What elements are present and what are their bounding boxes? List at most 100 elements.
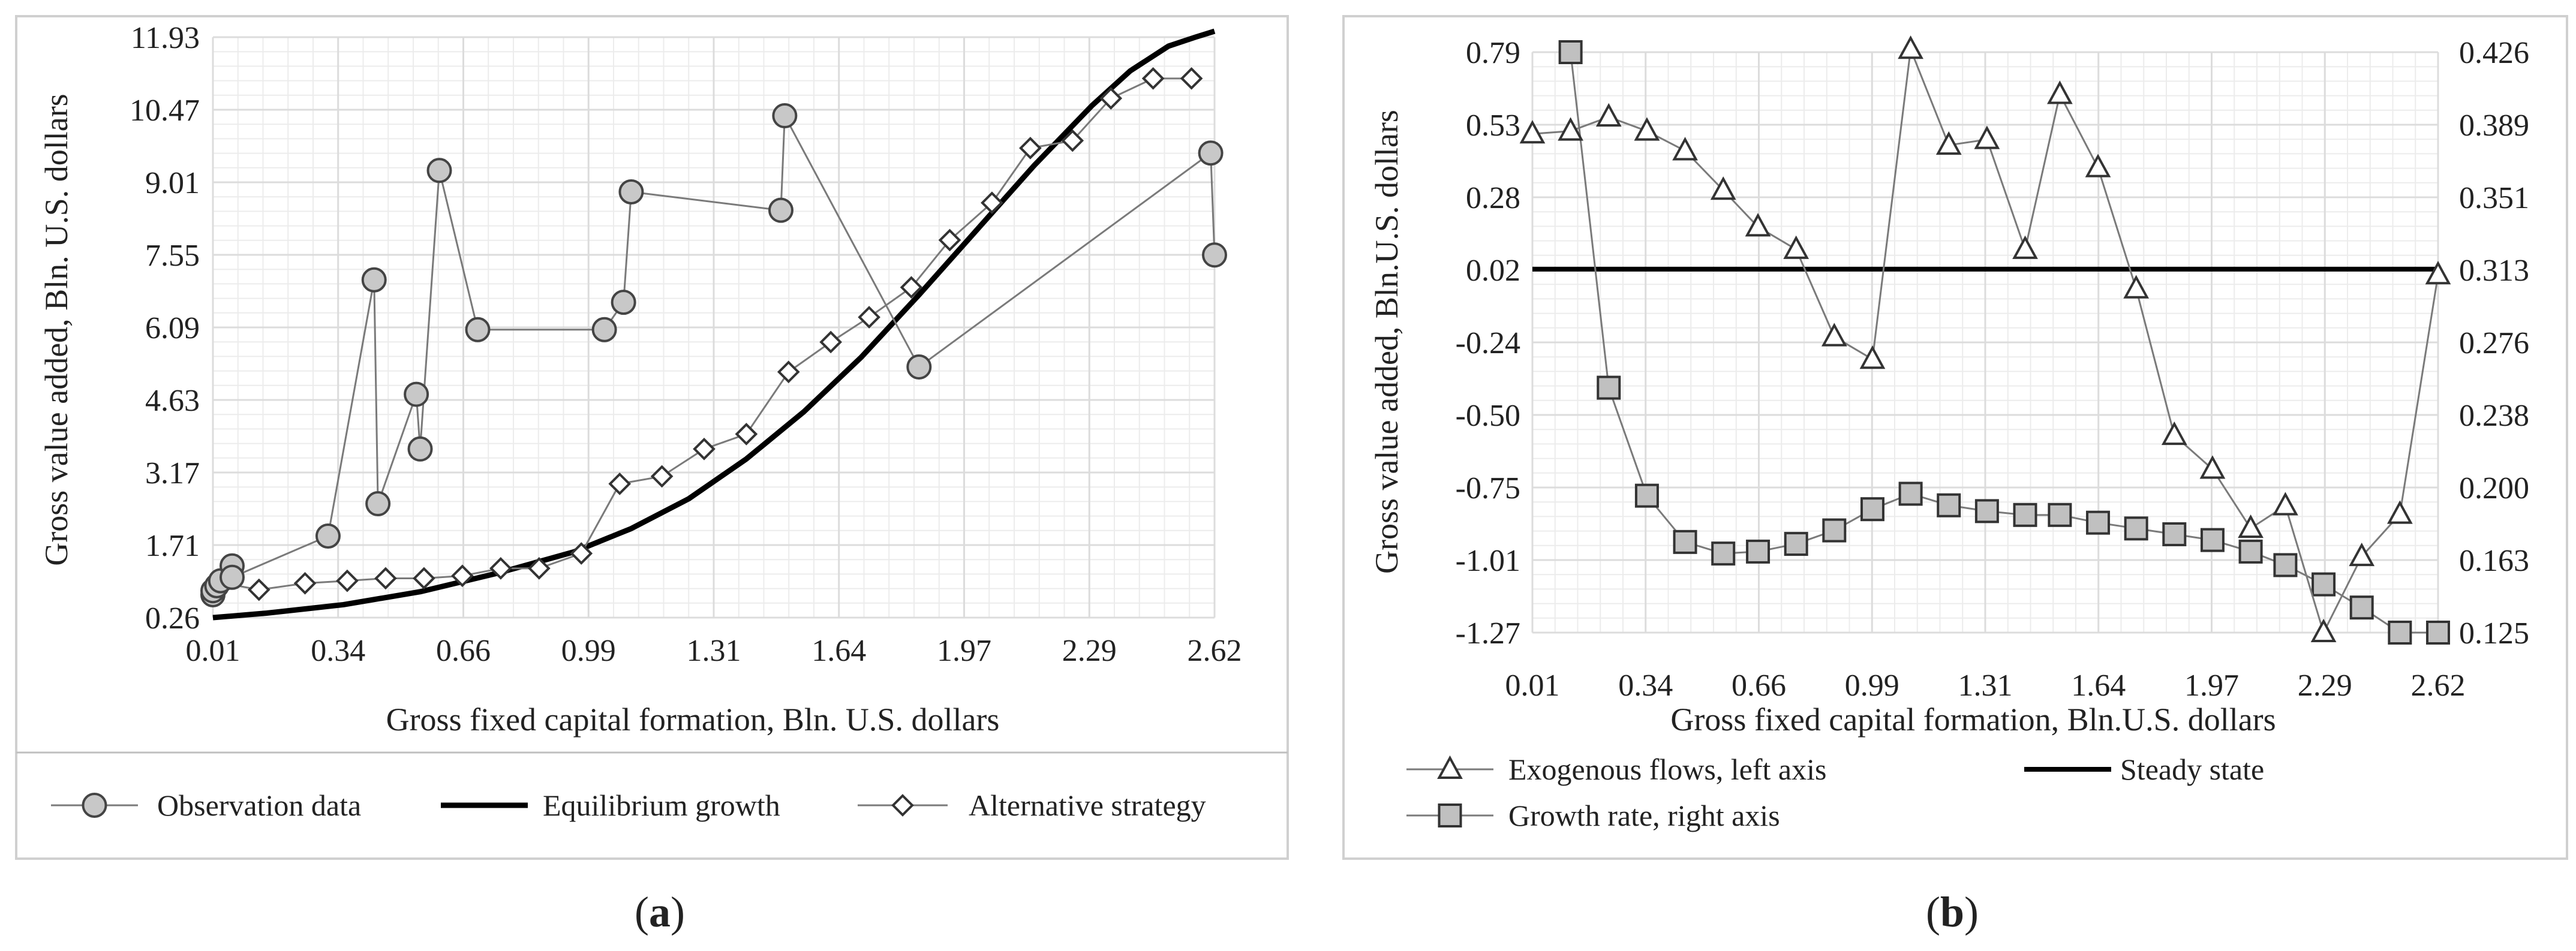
- growth-rate-point: [1746, 539, 1771, 564]
- exogenous-flows-point: [2238, 514, 2264, 538]
- x-tick-label: 0.01: [186, 634, 241, 668]
- observation-data-point: [361, 267, 387, 293]
- panel-b-y-axis-title: Gross value added, Bln.U.S. dollars: [1369, 110, 1405, 574]
- legend-observation-data: Observation data: [51, 789, 361, 822]
- y-tick-label-right: 0.426: [2459, 36, 2529, 70]
- panel-a-y-axis-title: Gross value added, Bln. U.S. dollars: [38, 94, 74, 565]
- alternative-strategy-point: [1180, 67, 1203, 90]
- y-tick-label-right: 0.389: [2459, 109, 2529, 143]
- growth-rate-point: [2349, 595, 2374, 620]
- exogenous-flows-point: [2310, 618, 2337, 642]
- y-tick-label-right: 0.163: [2459, 544, 2529, 578]
- panel-a-series-group: [200, 28, 1227, 621]
- x-tick-label: 1.97: [2184, 669, 2239, 703]
- panel-b-frame: [1342, 15, 2568, 860]
- exogenous-flows-point: [2012, 235, 2038, 259]
- caption-b-close: ): [1964, 888, 1979, 936]
- y-tick-label-right: 0.200: [2459, 471, 2529, 505]
- observation-data-point: [772, 103, 798, 129]
- alternative-strategy-point: [570, 542, 593, 565]
- exogenous-flows-point: [2085, 154, 2111, 177]
- alternative-strategy-point: [247, 578, 270, 601]
- y-tick-label: 9.01: [145, 166, 200, 200]
- legend-marker: [1438, 803, 1462, 827]
- x-tick-label: 1.97: [937, 634, 991, 668]
- exogenous-flows-point: [1672, 137, 1698, 161]
- exogenous-flows-point: [1710, 176, 1736, 200]
- panel-a-plot-area: [200, 28, 1227, 621]
- y-tick-label-right: 0.313: [2459, 254, 2529, 288]
- y-tick-label: 7.55: [145, 239, 200, 273]
- y-tick-label: 4.63: [145, 384, 200, 418]
- exogenous-flows-point: [2273, 492, 2298, 516]
- x-tick-label: 1.31: [687, 634, 741, 668]
- y-tick-label-left: 0.79: [1466, 36, 1520, 70]
- x-tick-label: 0.01: [1505, 669, 1560, 703]
- exogenous-flows-point: [2425, 261, 2451, 285]
- caption-b-letter: b: [1940, 888, 1964, 936]
- growth-rate-point: [2426, 621, 2450, 645]
- exogenous-flows-point: [2349, 542, 2375, 567]
- exogenous-flows-point: [1745, 213, 1771, 237]
- x-tick-label: 0.66: [1732, 669, 1786, 703]
- observation-data-point: [1198, 140, 1224, 166]
- panel-b-x-axis-title: Gross fixed capital formation, Bln.U.S. …: [1670, 702, 2276, 738]
- y-tick-label: 3.17: [145, 456, 200, 490]
- alternative-strategy-point: [981, 191, 1003, 215]
- alternative-strategy-point: [413, 567, 435, 590]
- alternative-strategy-point: [1061, 129, 1084, 152]
- observation-data-point: [365, 491, 391, 517]
- x-tick-label: 0.34: [1618, 669, 1673, 703]
- caption-a: (a): [635, 888, 685, 936]
- x-tick-label: 2.62: [1188, 634, 1242, 668]
- growth-rate-point: [2312, 572, 2336, 597]
- caption-b: (b): [1926, 888, 1979, 936]
- alternative-strategy-point: [1141, 67, 1165, 90]
- legend-label: Alternative strategy: [969, 789, 1206, 822]
- observation-data-point: [404, 381, 429, 407]
- observation-data-point: [219, 564, 245, 590]
- exogenous-flows-point: [1558, 117, 1584, 141]
- growth-rate-point: [1937, 493, 1961, 517]
- growth-rate-point: [1634, 483, 1659, 508]
- y-tick-label-left: -0.24: [1456, 326, 1520, 360]
- caption-a-close: ): [671, 888, 685, 936]
- y-tick-label-right: 0.238: [2459, 399, 2529, 433]
- y-tick-label: 1.71: [145, 529, 200, 563]
- panel-a-legend: Observation data Equilibrium growth Altern…: [51, 789, 1206, 822]
- exogenous-flows-point: [2047, 80, 2073, 104]
- exogenous-flows-point: [1898, 35, 1923, 59]
- alternative-strategy-point: [900, 276, 923, 299]
- observation-data-point: [315, 523, 341, 549]
- panel-b-left-y-tick-labels: -1.27 -1.01 -0.75 -0.50 -0.24 0.02 0.28 0.53 0.7…: [1456, 36, 1520, 651]
- observation-data-point: [591, 317, 617, 342]
- legend-label: Steady state: [2120, 753, 2264, 786]
- caption-a-open: (: [635, 888, 649, 936]
- x-tick-label: 0.99: [1845, 669, 1899, 703]
- x-tick-label: 2.29: [2298, 669, 2352, 703]
- x-tick-label: 1.31: [1958, 669, 2013, 703]
- y-tick-label-right: 0.125: [2459, 616, 2529, 651]
- alternative-strategy-point: [650, 465, 674, 488]
- exogenous-flows-point: [1783, 235, 1809, 259]
- legend-label: Exogenous flows, left axis: [1508, 753, 1826, 786]
- exogenous-flows-point: [1974, 125, 2000, 149]
- panel-a-x-axis-title: Gross fixed capital formation, Bln. U.S.…: [386, 702, 1000, 738]
- growth-rate-point: [2162, 522, 2187, 546]
- observation-data-point: [407, 436, 433, 462]
- growth-rate-point: [2013, 502, 2037, 527]
- alternative-strategy-point: [608, 473, 632, 495]
- growth-rate-point: [2200, 528, 2225, 552]
- observation-data-point: [611, 290, 636, 315]
- alternative-strategy-point: [451, 564, 474, 588]
- alternative-strategy-point: [374, 567, 397, 590]
- panel-b-series-group: [1519, 35, 2451, 645]
- panel-a-frame: [15, 15, 1289, 860]
- alternative-strategy-point: [735, 423, 758, 446]
- exogenous-flows-point: [1821, 323, 1847, 347]
- exogenous-flows-point: [1595, 103, 1622, 127]
- alternative-strategy-point: [336, 569, 359, 592]
- legend-alternative-strategy: Alternative strategy: [858, 789, 1206, 822]
- caption-a-letter: a: [649, 888, 671, 936]
- growth-rate-point: [2273, 553, 2298, 577]
